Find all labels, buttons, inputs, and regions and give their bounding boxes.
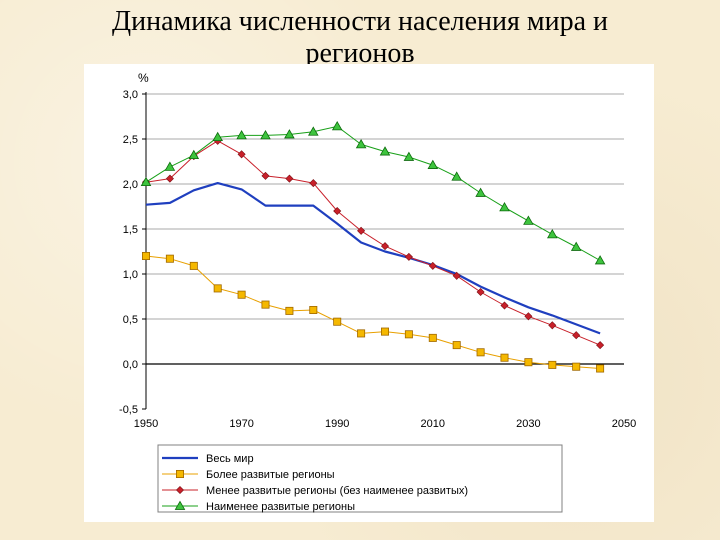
data-point-diamond: [333, 206, 342, 216]
x-tick-label: 2010: [421, 418, 445, 430]
data-point-square: [404, 330, 413, 339]
data-point-diamond: [524, 312, 533, 321]
legend-label-3: Менее развитые регионы (без наименее раз…: [206, 485, 468, 497]
data-point-triangle: [331, 120, 343, 131]
y-tick-label: 2,5: [123, 134, 138, 146]
data-point-diamond: [261, 171, 270, 180]
x-tick-label: 2030: [516, 418, 540, 430]
data-point-triangle: [140, 176, 152, 187]
data-point-square: [596, 364, 605, 373]
data-point-diamond: [357, 226, 366, 235]
data-point-diamond: [428, 261, 437, 270]
data-point-square: [548, 360, 557, 369]
data-point-diamond: [380, 242, 390, 251]
data-point-square: [165, 254, 174, 263]
data-point-square: [524, 358, 533, 367]
data-point-diamond: [237, 150, 246, 159]
legend-label-1: Весь мир: [206, 453, 254, 465]
data-point-triangle: [523, 215, 534, 225]
series-markers: [140, 120, 606, 373]
data-point-triangle: [188, 149, 200, 160]
data-point-diamond: [165, 174, 174, 183]
data-point-triangle: [547, 228, 558, 239]
data-point-diamond: [596, 341, 605, 350]
data-point-square: [572, 362, 581, 371]
data-point-square: [142, 251, 151, 260]
data-point-triangle: [236, 129, 247, 140]
y-tick-label: 2,0: [123, 179, 138, 191]
y-tick-label: 1,5: [123, 224, 138, 236]
data-point-square: [380, 327, 389, 336]
data-point-square: [189, 261, 198, 270]
data-point-diamond: [175, 485, 185, 495]
axes: 3,0 2,5 2,0 1,5 1,0 0,5 0,0 -0,5% 1950 1970 1990 20…: [119, 71, 636, 430]
data-point-diamond: [452, 271, 461, 280]
data-point-triangle: [570, 241, 582, 251]
data-point-triangle: [212, 131, 223, 142]
legend-box: [157, 444, 563, 513]
data-point-triangle: [174, 500, 186, 510]
chart-panel: 3,0 2,5 2,0 1,5 1,0 0,5 0,0 -0,5% 1950 1970 1990 20…: [84, 64, 654, 522]
data-point-triangle: [379, 146, 391, 156]
data-point-square: [309, 305, 318, 314]
data-point-diamond: [572, 331, 581, 340]
data-point-square: [176, 469, 185, 478]
data-point-diamond: [476, 287, 485, 297]
data-point-square: [213, 284, 222, 293]
series-line-3: [145, 140, 601, 346]
data-point-triangle: [594, 255, 606, 265]
x-tick-label: 2050: [612, 418, 636, 430]
data-point-triangle: [164, 161, 176, 171]
y-tick-label: 0,5: [123, 314, 138, 326]
series-line-4: [145, 125, 601, 261]
series-line-2: [145, 255, 601, 369]
y-tick-label: -0,5: [119, 404, 138, 416]
y-tick-label: 1,0: [123, 269, 138, 281]
data-point-diamond: [548, 321, 557, 330]
legend-label-2: Более развитые регионы: [206, 469, 335, 481]
data-point-square: [333, 317, 342, 326]
data-point-diamond: [309, 179, 318, 188]
data-point-triangle: [451, 171, 462, 181]
data-point-square: [476, 348, 485, 357]
data-point-square: [285, 306, 294, 315]
data-point-triangle: [308, 126, 319, 136]
slide-title-line-1: Динамика численности населения мира и: [112, 6, 608, 37]
y-axis-label: %: [138, 71, 149, 85]
data-point-square: [261, 300, 270, 309]
data-point-square: [428, 333, 437, 342]
data-point-square: [237, 290, 246, 299]
data-point-triangle: [260, 129, 271, 140]
data-point-square: [452, 341, 461, 350]
slide-title: Динамика численности населения мира и ре…: [0, 6, 720, 70]
x-tick-label: 1950: [134, 418, 158, 430]
population-growth-chart: 3,0 2,5 2,0 1,5 1,0 0,5 0,0 -0,5% 1950 1970 1990 20…: [119, 71, 636, 513]
x-tick-label: 1970: [229, 418, 253, 430]
y-tick-label: 0,0: [123, 359, 138, 371]
series-line-1: [145, 181, 601, 335]
data-point-diamond: [285, 174, 294, 183]
data-point-triangle: [475, 187, 486, 197]
data-point-diamond: [404, 252, 413, 261]
y-tick-label: 3,0: [123, 89, 138, 101]
data-point-triangle: [427, 159, 439, 169]
slide-title-line-2: регионов: [305, 38, 415, 69]
data-point-triangle: [355, 138, 367, 149]
data-point-diamond: [500, 301, 509, 310]
series-lines: [145, 125, 601, 369]
data-point-triangle: [499, 201, 510, 212]
data-point-triangle: [403, 151, 415, 161]
legend: Весь мир Более развитые регионы Менее разв…: [157, 444, 563, 513]
data-point-triangle: [284, 129, 295, 139]
x-tick-label: 1990: [325, 418, 349, 430]
data-point-square: [357, 329, 366, 338]
legend-label-4: Наименее развитые регионы: [206, 501, 355, 513]
data-point-square: [500, 353, 509, 362]
